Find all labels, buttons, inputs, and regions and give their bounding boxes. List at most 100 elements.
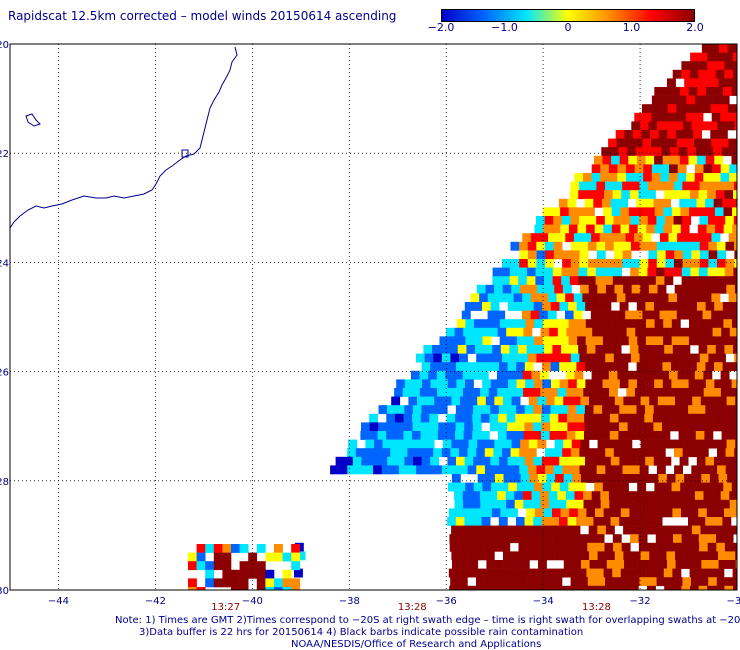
wind-cell	[657, 121, 666, 131]
wind-cell	[398, 448, 408, 458]
wind-cell	[620, 336, 629, 346]
wind-cell	[705, 379, 715, 389]
wind-cell	[571, 525, 581, 535]
wind-cell	[561, 345, 570, 354]
wind-cell	[730, 422, 737, 432]
wind-cell	[476, 353, 486, 363]
wind-cell	[655, 568, 665, 578]
wind-cell	[466, 534, 476, 544]
wind-cell	[509, 345, 519, 354]
wind-cell	[472, 431, 482, 440]
wind-cell	[598, 474, 607, 483]
wind-cell	[672, 224, 681, 234]
wind-cell	[481, 456, 491, 466]
wind-cell	[714, 482, 724, 492]
wind-cell	[526, 534, 536, 544]
wind-cell	[222, 552, 232, 562]
wind-cell	[550, 517, 560, 526]
wind-cell	[655, 345, 665, 354]
wind-cell	[580, 551, 590, 561]
wind-cell	[637, 319, 647, 329]
wind-cell	[620, 482, 629, 492]
wind-cell	[604, 267, 614, 277]
wind-cell	[456, 482, 466, 492]
wind-cell	[680, 482, 690, 492]
wind-cell	[704, 327, 713, 337]
wind-cell	[587, 577, 597, 587]
wind-cell	[398, 465, 408, 475]
wind-cell	[672, 190, 682, 200]
wind-cell	[606, 396, 616, 406]
wind-cell	[576, 362, 586, 372]
wind-cell	[605, 525, 615, 535]
wind-cell	[527, 259, 537, 268]
wind-cell	[638, 508, 647, 518]
wind-cell	[512, 560, 522, 569]
wind-cell	[419, 370, 429, 380]
wind-cell	[687, 147, 697, 157]
wind-cell	[591, 164, 601, 174]
wind-cell	[698, 534, 708, 544]
wind-cell	[630, 216, 640, 225]
wind-cell	[706, 319, 716, 329]
wind-cell	[551, 379, 560, 389]
wind-cell	[619, 362, 629, 372]
wind-cell	[625, 233, 635, 243]
wind-cell	[421, 362, 431, 372]
wind-cell	[550, 422, 560, 432]
wind-cell	[460, 551, 469, 561]
wind-cell	[673, 181, 683, 191]
wind-cell	[691, 465, 701, 475]
wind-cell	[517, 568, 527, 578]
wind-cell	[559, 482, 569, 492]
wind-cell	[455, 405, 465, 415]
wind-cell	[568, 336, 578, 346]
wind-cell	[662, 87, 672, 96]
wind-cell	[570, 267, 579, 277]
wind-cell	[623, 525, 632, 535]
wind-cell	[718, 439, 727, 449]
wind-cell	[605, 241, 614, 251]
wind-cell	[335, 456, 345, 466]
wind-cell	[205, 561, 215, 571]
wind-cell	[557, 388, 567, 397]
wind-cell	[466, 345, 476, 354]
wind-cell	[613, 259, 623, 268]
wind-cell	[685, 233, 695, 243]
wind-cell	[621, 542, 631, 552]
wind-cell	[698, 276, 708, 286]
wind-cell	[705, 517, 715, 526]
wind-cell	[432, 345, 441, 354]
wind-cell	[733, 267, 737, 277]
wind-cell	[651, 370, 661, 380]
wind-cell	[256, 578, 266, 588]
wind-cell	[554, 551, 564, 561]
wind-cell	[619, 456, 629, 466]
wind-cell	[672, 69, 682, 79]
wind-cell	[417, 396, 426, 406]
wind-cell	[501, 577, 511, 587]
wind-cell	[640, 396, 650, 406]
wind-cell	[645, 405, 654, 415]
wind-cell	[669, 164, 678, 174]
wind-cell	[733, 190, 737, 200]
wind-cell	[429, 422, 439, 432]
wind-cell	[256, 561, 266, 571]
swath-time-labels: 13:27 13:28 13:28	[211, 602, 611, 613]
wind-cell	[691, 577, 700, 587]
wind-cell	[720, 491, 730, 501]
wind-cell	[708, 121, 718, 131]
wind-cell	[694, 138, 703, 148]
wind-cell	[731, 336, 737, 346]
wind-cell	[700, 284, 710, 294]
wind-cell	[702, 104, 711, 114]
wind-cell	[649, 560, 659, 569]
wind-cell	[628, 155, 638, 165]
wind-cell	[681, 585, 691, 590]
wind-cell	[591, 370, 601, 380]
wind-cell	[714, 302, 724, 311]
wind-cell	[377, 431, 387, 440]
wind-cell	[482, 336, 492, 346]
wind-cell	[630, 276, 639, 286]
wind-cell	[606, 560, 616, 569]
